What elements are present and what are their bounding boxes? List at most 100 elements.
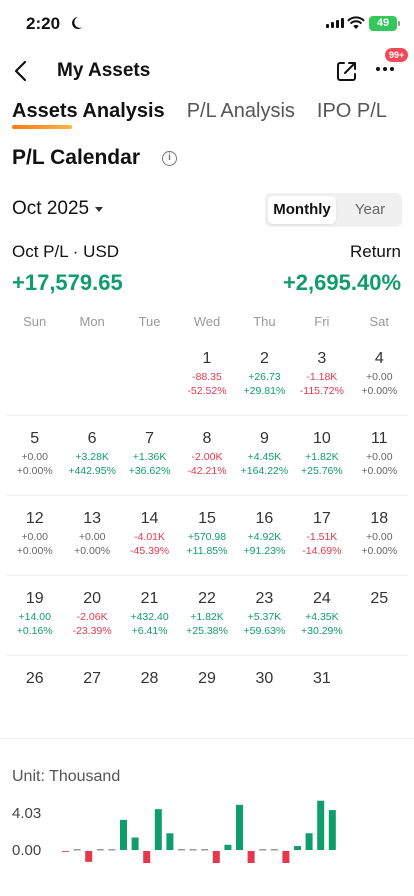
- chart-bar[interactable]: [294, 846, 301, 850]
- day-pl-value: +0.00: [21, 531, 48, 543]
- calendar-day[interactable]: 21 +432.40 +6.41%: [121, 576, 178, 655]
- calendar-day[interactable]: 8 -2.00K -42.21%: [178, 416, 235, 495]
- return-label: Return: [349, 242, 401, 261]
- calendar-day[interactable]: 18 +0.00 +0.00%: [351, 496, 408, 575]
- calendar-day[interactable]: 13 +0.00 +0.00%: [63, 496, 120, 575]
- chart-bar[interactable]: [73, 849, 81, 851]
- day-return-value: -115.72%: [299, 385, 344, 397]
- wifi-icon: [347, 16, 365, 29]
- toggle-year-button[interactable]: Year: [354, 201, 386, 218]
- chart-bar[interactable]: [305, 833, 313, 850]
- chart-bar[interactable]: [189, 849, 197, 851]
- share-icon[interactable]: [334, 58, 360, 84]
- more-options-icon[interactable]: [376, 67, 394, 71]
- calendar-day[interactable]: 30: [236, 656, 293, 736]
- calendar-day[interactable]: 26: [6, 656, 63, 736]
- calendar-day[interactable]: 12 +0.00 +0.00%: [6, 496, 63, 575]
- chart-bar[interactable]: [120, 819, 127, 850]
- nav-bar: My Assets 99+: [0, 48, 414, 94]
- calendar-week-row: 26 27 28 29 30 31: [6, 656, 408, 736]
- day-pl-value: -4.01K: [134, 531, 166, 543]
- chart-bar[interactable]: [224, 844, 232, 850]
- day-pl-value: +4.35K: [305, 611, 339, 623]
- chart-bar[interactable]: [62, 851, 69, 852]
- calendar-day: [6, 336, 63, 415]
- day-number: 15: [198, 510, 216, 527]
- day-pl-value: +1.82K: [305, 451, 339, 463]
- calendar-day[interactable]: 7 +1.36K +36.62%: [121, 416, 178, 495]
- calendar-day[interactable]: 29: [178, 656, 235, 736]
- info-icon[interactable]: i: [162, 151, 177, 166]
- calendar-day[interactable]: 24 +4.35K +30.29%: [293, 576, 350, 655]
- calendar-day[interactable]: 6 +3.28K +442.95%: [63, 416, 120, 495]
- chart-bar[interactable]: [85, 851, 93, 862]
- chart-bar[interactable]: [108, 849, 116, 851]
- chart-bar[interactable]: [212, 851, 220, 863]
- calendar-day[interactable]: 5 +0.00 +0.00%: [6, 416, 63, 495]
- chart-bar[interactable]: [166, 833, 174, 850]
- calendar-day[interactable]: 25: [351, 576, 408, 655]
- day-number: 22: [198, 590, 216, 607]
- day-number: 4: [374, 350, 384, 367]
- daily-pl-bar-chart: [62, 800, 336, 863]
- chart-bar[interactable]: [328, 810, 336, 850]
- day-pl-value: +432.40: [130, 611, 169, 623]
- day-pl-value: +3.28K: [75, 451, 109, 463]
- day-return-value: -45.39%: [130, 545, 170, 557]
- day-pl-value: +4.45K: [247, 451, 282, 463]
- chart-bar[interactable]: [154, 809, 162, 850]
- tab-pl-analysis[interactable]: P/L Analysis: [186, 100, 295, 122]
- calendar-day[interactable]: 17 -1.51K -14.69%: [293, 496, 350, 575]
- back-arrow-icon[interactable]: [10, 58, 34, 84]
- chart-bar[interactable]: [201, 849, 209, 851]
- calendar-week-row: 12 +0.00 +0.00% 13 +0.00 +0.00% 14 -4.01K -45.39…: [6, 496, 408, 576]
- day-number: 7: [145, 430, 155, 447]
- calendar-day[interactable]: 3 -1.18K -115.72%: [293, 336, 350, 415]
- day-pl-value: +5.37K: [247, 611, 282, 623]
- day-pl-value: +1.36K: [132, 451, 167, 463]
- calendar-day[interactable]: 14 -4.01K -45.39%: [121, 496, 178, 575]
- chart-bar[interactable]: [259, 849, 267, 851]
- status-time: 2:20: [26, 14, 61, 33]
- calendar-day[interactable]: 16 +4.92K +91.23%: [236, 496, 293, 575]
- calendar-day[interactable]: 20 -2.06K -23.39%: [63, 576, 120, 655]
- calendar-day[interactable]: 28: [121, 656, 178, 736]
- chart-bar[interactable]: [236, 804, 243, 850]
- chart-bar[interactable]: [270, 849, 278, 851]
- calendar-day[interactable]: 15 +570.98 +11.85%: [178, 496, 235, 575]
- day-pl-value: +26.73: [248, 371, 281, 383]
- calendar-day[interactable]: 9 +4.45K +164.22%: [236, 416, 293, 495]
- day-return-value: +59.63%: [243, 625, 286, 637]
- calendar-day[interactable]: 22 +1.82K +25.38%: [178, 576, 235, 655]
- month-selector[interactable]: Oct 2025: [12, 198, 104, 220]
- calendar-day[interactable]: 19 +14.00 +0.16%: [6, 576, 63, 655]
- tab-assets-analysis[interactable]: Assets Analysis: [12, 100, 165, 129]
- chart-bar[interactable]: [247, 851, 255, 863]
- calendar-day[interactable]: 2 +26.73 +29.81%: [236, 336, 293, 415]
- day-return-value: +0.00%: [16, 545, 53, 557]
- day-number: 8: [202, 430, 212, 447]
- calendar-day[interactable]: 11 +0.00 +0.00%: [351, 416, 408, 495]
- calendar-day[interactable]: 27: [63, 656, 120, 736]
- chart-bar[interactable]: [131, 837, 139, 850]
- calendar-week-row: 19 +14.00 +0.16% 20 -2.06K -23.39% 21 +432.40 +6…: [6, 576, 408, 656]
- chart-bar[interactable]: [143, 851, 151, 863]
- day-return-value: -42.21%: [187, 465, 227, 477]
- calendar-day[interactable]: 31: [293, 656, 350, 736]
- day-number: 14: [140, 510, 159, 527]
- calendar-day[interactable]: 23 +5.37K +59.63%: [236, 576, 293, 655]
- day-number: 10: [312, 430, 331, 447]
- day-number: 31: [312, 670, 331, 687]
- calendar-day[interactable]: 10 +1.82K +25.76%: [293, 416, 350, 495]
- calendar-day[interactable]: 4 +0.00 +0.00%: [351, 336, 408, 415]
- day-pl-value: +0.00: [365, 531, 393, 543]
- toggle-monthly-button[interactable]: Monthly: [268, 196, 336, 224]
- chart-bar[interactable]: [317, 800, 325, 850]
- tab-ipo-pl[interactable]: IPO P/L: [316, 100, 387, 122]
- day-number: 3: [317, 350, 327, 367]
- chart-bar[interactable]: [96, 849, 104, 851]
- weekday-label: Tue: [138, 314, 161, 329]
- chart-bar[interactable]: [178, 849, 185, 851]
- chart-bar[interactable]: [282, 851, 290, 863]
- calendar-day[interactable]: 1 -88.35 -52.52%: [178, 336, 235, 415]
